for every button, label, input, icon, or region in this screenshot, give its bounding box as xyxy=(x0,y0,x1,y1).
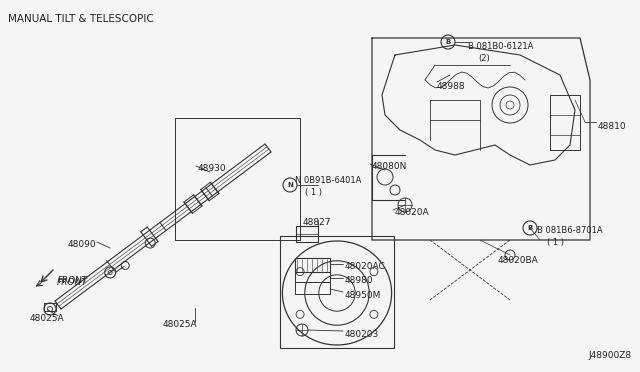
Text: FRONT: FRONT xyxy=(57,278,88,287)
Text: 48025A: 48025A xyxy=(30,314,65,323)
Text: B: B xyxy=(527,225,532,231)
Text: (2): (2) xyxy=(478,54,490,63)
Text: 48020A: 48020A xyxy=(395,208,429,217)
Text: 48930: 48930 xyxy=(198,164,227,173)
Text: B 081B0-6121A: B 081B0-6121A xyxy=(468,42,533,51)
Text: 48025A: 48025A xyxy=(163,320,198,329)
Bar xyxy=(295,258,330,272)
Text: ( 1 ): ( 1 ) xyxy=(305,188,322,197)
Text: 48080N: 48080N xyxy=(372,162,408,171)
Text: 48020BA: 48020BA xyxy=(498,256,539,265)
Text: 48810: 48810 xyxy=(598,122,627,131)
Bar xyxy=(280,236,394,347)
Bar xyxy=(550,95,580,150)
Bar xyxy=(295,282,330,294)
Text: B 081B6-8701A: B 081B6-8701A xyxy=(537,226,603,235)
Text: ( 1 ): ( 1 ) xyxy=(547,238,564,247)
Text: B: B xyxy=(445,39,451,45)
Text: 48988: 48988 xyxy=(437,82,466,91)
Bar xyxy=(296,226,318,242)
Text: MANUAL TILT & TELESCOPIC: MANUAL TILT & TELESCOPIC xyxy=(8,14,154,24)
Text: 48090: 48090 xyxy=(68,240,97,249)
Bar xyxy=(44,303,56,311)
Text: J48900Z8: J48900Z8 xyxy=(589,351,632,360)
Text: N: N xyxy=(287,182,293,188)
Bar xyxy=(295,272,330,282)
Text: 480203: 480203 xyxy=(345,330,380,339)
Text: FRONT: FRONT xyxy=(57,276,88,285)
Text: 48950M: 48950M xyxy=(345,291,381,300)
Text: 48980: 48980 xyxy=(345,276,374,285)
Text: 48020AC: 48020AC xyxy=(345,262,386,271)
Text: 48827: 48827 xyxy=(303,218,332,227)
Text: N 0B91B-6401A: N 0B91B-6401A xyxy=(295,176,362,185)
